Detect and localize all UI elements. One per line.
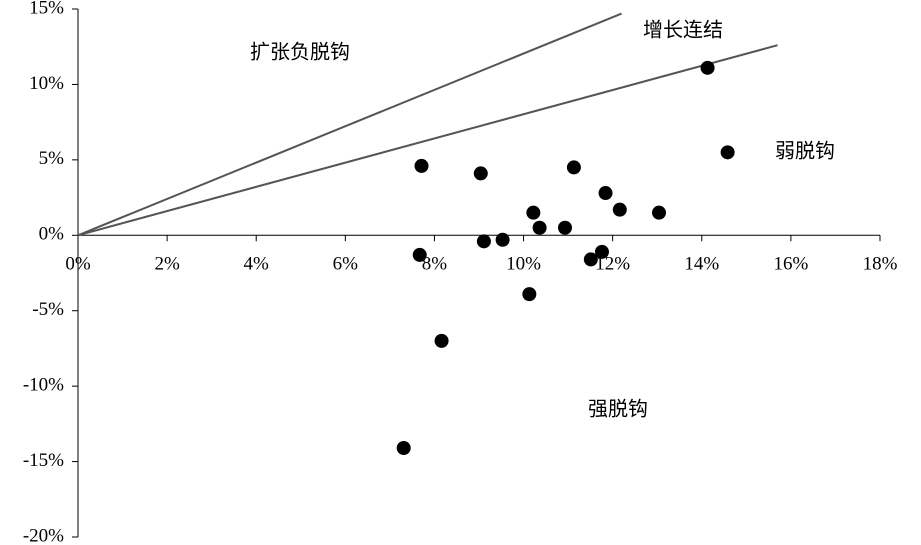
x-tick-label: 2% [154, 254, 180, 275]
region-label: 强脱钩 [588, 397, 648, 421]
point [652, 205, 667, 220]
point [522, 287, 537, 302]
point [566, 160, 581, 175]
y-tick-label: -10% [23, 375, 64, 396]
y-tick-label: 15% [29, 0, 64, 18]
x-tick-label: 0% [65, 254, 91, 275]
y-tick-label: 5% [39, 148, 65, 169]
reference-line [77, 12, 622, 237]
x-tick-label: 10% [506, 254, 541, 275]
x-tick-label: 12% [595, 254, 630, 275]
point [396, 440, 411, 455]
point [583, 252, 598, 267]
point [495, 232, 510, 247]
point [532, 220, 547, 235]
point [434, 333, 449, 348]
point [612, 202, 627, 217]
x-tick-label: 4% [244, 254, 270, 275]
y-tick-label: -15% [23, 450, 64, 471]
reference-line [77, 44, 778, 237]
point [700, 60, 715, 75]
point [557, 220, 572, 235]
x-tick-label: 6% [333, 254, 359, 275]
region-label: 扩张负脱钩 [250, 40, 350, 64]
x-tick-label: 16% [773, 254, 808, 275]
y-tick-label: -5% [32, 299, 64, 320]
x-tick-label: 8% [422, 254, 448, 275]
point [594, 244, 609, 259]
y-tick-label: -20% [23, 525, 64, 545]
x-tick-label: 18% [863, 254, 898, 275]
point [476, 234, 491, 249]
region-label: 增长连结 [643, 18, 723, 42]
x-tick-label: 14% [684, 254, 719, 275]
region-label: 弱脱钩 [775, 139, 835, 163]
y-tick-label: 10% [29, 73, 64, 94]
point [720, 145, 735, 160]
point [412, 247, 427, 262]
y-tick-label: 0% [39, 224, 65, 245]
point [414, 158, 429, 173]
point [526, 205, 541, 220]
point [473, 166, 488, 181]
point [598, 186, 613, 201]
